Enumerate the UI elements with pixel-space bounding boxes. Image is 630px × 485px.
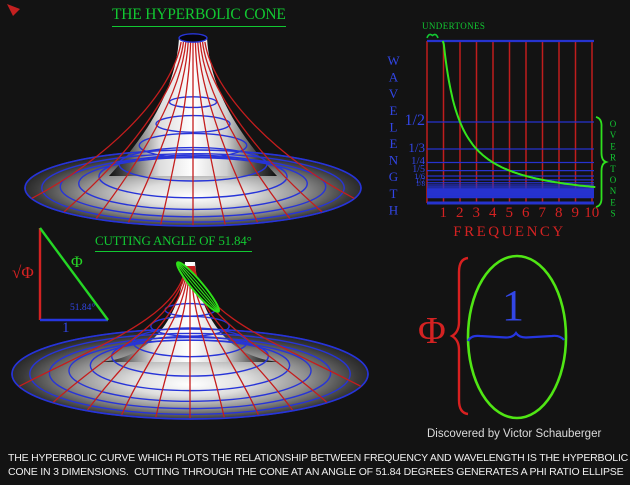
top-cone-figure	[24, 33, 362, 227]
overtones-label: OVERTONES	[608, 119, 618, 220]
cone-meridian	[95, 41, 187, 219]
x-tick-label: 4	[489, 205, 497, 221]
y-tick-label: 1/7	[415, 175, 425, 185]
y-tick-label: 1/3	[408, 140, 425, 155]
y-tick-label: 1/2	[404, 112, 425, 129]
phi-hypotenuse-label: Φ	[71, 254, 83, 271]
undertones-label: UNDERTONES	[422, 21, 486, 31]
x-tick-label: 3	[472, 205, 481, 221]
phi-ratio-ellipse-diagram: Φ 1	[400, 250, 630, 436]
x-tick-label: 7	[538, 205, 547, 221]
cone-meridian	[63, 41, 185, 213]
frequency-wavelength-graph: UNDERTONES WAVELENGTH 1/2 1/3 1/4 1/5 1/…	[375, 13, 630, 253]
phi-ratio-label: Φ	[418, 310, 446, 352]
x-tick-label: 6	[522, 205, 530, 221]
wavelength-axis-label: WAVELENGTH	[386, 53, 401, 219]
caption-line-1: THE HYPERBOLIC CURVE WHICH PLOTS THE REL…	[8, 452, 629, 464]
phi-triangle-diagram: √Φ Φ 51.84° 1	[10, 222, 128, 340]
cone-meridian	[201, 41, 323, 213]
triangle-hypotenuse	[39, 227, 109, 321]
red-arrow-shape	[7, 4, 20, 16]
cut-hatch-line	[177, 262, 219, 312]
angle-51-84-label: 51.84°	[70, 303, 96, 313]
frequency-axis-label: FREQUENCY	[453, 224, 566, 240]
red-arrow-cursor-icon	[7, 4, 20, 16]
cut-plane	[176, 261, 220, 313]
cut-ellipse-inner	[176, 261, 220, 313]
phi-ellipse	[466, 254, 568, 420]
cone-meridian	[52, 265, 188, 403]
x-axis-ticks: 1 2 3 4 5 6 7 8 9 10	[435, 205, 600, 222]
x-tick-label: 10	[584, 205, 600, 221]
cone-meridian	[121, 265, 189, 415]
cone-meridian	[18, 265, 187, 387]
width-one-brace	[467, 331, 565, 342]
phi-ellipse-canvas	[449, 254, 568, 420]
x-tick-label: 2	[456, 205, 464, 221]
y-tick-label: 1/5	[412, 164, 425, 175]
main-title: THE HYPERBOLIC CONE	[112, 6, 286, 27]
overtones-brace	[595, 116, 609, 208]
x-tick-label: 1	[439, 205, 448, 221]
cut-cone-figure	[11, 261, 369, 420]
cone-top-opening	[178, 33, 208, 43]
y-tick-label: 1/8	[416, 179, 425, 188]
cone-meridian	[197, 41, 259, 223]
x-tick-label: 8	[555, 205, 563, 221]
graph-canvas	[426, 33, 609, 208]
cone-meridian	[127, 41, 189, 223]
cone-meridian	[194, 41, 226, 225]
x-tick-label: 5	[505, 205, 514, 221]
hyperbola-curve	[441, 40, 596, 189]
x-tick-label: 9	[571, 205, 580, 221]
cutting-angle-title: CUTTING ANGLE OF 51.84°	[95, 233, 252, 252]
cone-meridian	[86, 265, 189, 411]
base-one-label: 1	[62, 320, 70, 336]
sqrt-phi-label: √Φ	[12, 263, 34, 282]
phi-triangle	[38, 227, 109, 322]
credit-text: Discovered by Victor Schauberger	[427, 428, 602, 440]
undertones-brace	[426, 33, 439, 39]
ellipse-one-label: 1	[502, 281, 524, 330]
cone-meridian	[204, 41, 355, 200]
cone-meridian	[199, 41, 291, 219]
y-tick-label: 1/6	[414, 170, 425, 181]
caption: THE HYPERBOLIC CURVE WHICH PLOTS THE REL…	[8, 451, 628, 479]
caption-line-2: CONE IN 3 DIMENSIONS. CUTTING THROUGH TH…	[8, 466, 624, 478]
y-tick-label: 1/4	[410, 155, 425, 167]
cone-meridian	[31, 41, 182, 200]
cone-meridian	[160, 41, 192, 225]
phi-height-brace	[449, 256, 469, 416]
